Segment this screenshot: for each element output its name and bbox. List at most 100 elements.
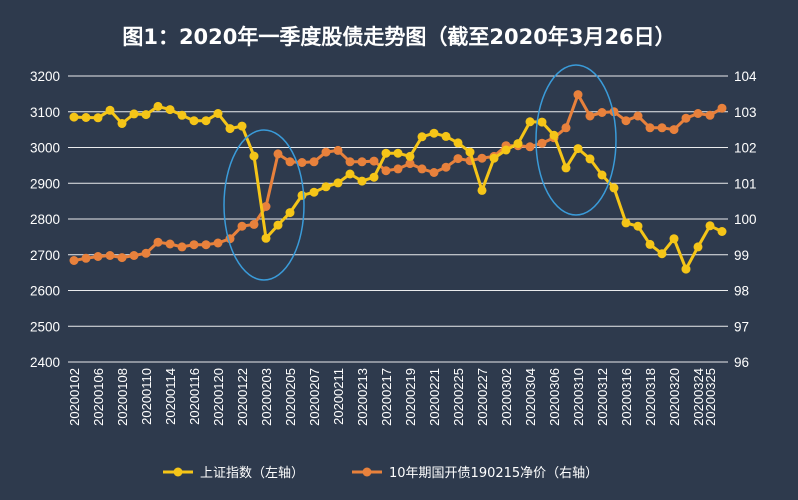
data-point-shanghai (333, 178, 343, 188)
data-point-bond (537, 138, 547, 148)
data-point-bond (645, 123, 655, 133)
x-axis-ticks: 20200102 20200106 20200108 20200110 20200114… (67, 368, 718, 426)
data-point-bond (297, 158, 307, 167)
x-tick-label: 20200106 (91, 368, 106, 426)
data-point-shanghai (129, 109, 139, 119)
data-point-shanghai (369, 172, 379, 182)
data-point-shanghai (417, 132, 427, 142)
data-point-bond (525, 142, 535, 152)
x-tick-label: 20200217 (379, 368, 394, 426)
data-point-shanghai (381, 148, 391, 158)
series-layer (69, 90, 727, 274)
data-point-bond (189, 240, 199, 250)
data-point-bond (117, 253, 127, 263)
x-tick-label: 20200312 (595, 368, 610, 426)
data-point-bond (393, 164, 403, 174)
chart-title: 图1：2020年一季度股债走势图（截至2020年3月26日） (122, 25, 675, 49)
data-point-bond (609, 107, 619, 117)
x-tick-label: 20200306 (547, 368, 562, 426)
highlight-ellipse (535, 64, 617, 216)
right-axis-ticks: 96 97 98 99 100 101 102 103 104 (734, 69, 757, 370)
legend-marker-shanghai (173, 467, 183, 477)
data-point-shanghai (345, 169, 355, 179)
data-point-shanghai (669, 234, 679, 244)
left-tick-label: 2800 (30, 212, 60, 227)
data-point-shanghai (549, 130, 559, 140)
data-point-bond (381, 166, 391, 176)
data-point-shanghai (261, 233, 271, 243)
data-point-shanghai (321, 182, 331, 192)
left-tick-label: 2400 (30, 355, 60, 370)
data-point-shanghai (297, 190, 307, 200)
x-tick-label: 20200114 (163, 368, 178, 425)
x-tick-label: 20200213 (355, 368, 370, 426)
data-point-shanghai (633, 221, 643, 231)
right-tick-label: 102 (734, 141, 757, 156)
highlight-ellipse (223, 129, 305, 281)
data-point-shanghai (429, 128, 439, 138)
x-tick-label: 20200225 (451, 368, 466, 426)
x-tick-label: 20200120 (211, 368, 226, 426)
data-point-bond (417, 164, 427, 174)
data-point-bond (141, 248, 151, 258)
x-tick-label: 20200221 (427, 368, 442, 426)
data-point-bond (261, 202, 271, 211)
left-tick-label: 2600 (30, 284, 60, 299)
data-point-shanghai (465, 147, 475, 157)
data-point-shanghai (285, 208, 295, 218)
data-point-shanghai (657, 249, 667, 259)
data-point-shanghai (273, 220, 283, 230)
x-tick-label: 20200304 (523, 368, 538, 426)
legend-marker-bond (362, 467, 372, 477)
data-point-shanghai (309, 187, 319, 197)
data-point-shanghai (513, 139, 523, 149)
data-point-shanghai (441, 131, 451, 141)
right-tick-label: 104 (734, 69, 757, 84)
right-tick-label: 98 (734, 284, 749, 299)
right-tick-label: 99 (734, 248, 749, 263)
legend-item-bond[interactable]: 10年期国开债190215净价（右轴） (352, 466, 598, 481)
x-tick-label: 20200302 (499, 368, 514, 426)
data-point-shanghai (489, 153, 499, 163)
annotation-layer (223, 64, 617, 281)
x-tick-label: 20200207 (307, 368, 322, 426)
x-tick-label: 20200219 (403, 368, 418, 426)
legend-item-shanghai[interactable]: 上证指数（左轴） (163, 466, 304, 481)
data-point-bond (321, 147, 331, 157)
legend-label-shanghai: 上证指数（左轴） (200, 466, 304, 481)
data-point-bond (441, 162, 451, 172)
data-point-bond (657, 123, 667, 133)
data-point-bond (285, 157, 295, 167)
right-tick-label: 97 (734, 319, 749, 334)
data-point-bond (177, 242, 187, 252)
right-tick-label: 103 (734, 105, 757, 120)
x-tick-label: 20200324 (691, 368, 706, 426)
right-tick-label: 100 (734, 212, 757, 227)
data-point-shanghai (213, 109, 223, 118)
legend-label-bond: 10年期国开债190215净价（右轴） (389, 466, 598, 481)
data-point-shanghai (237, 121, 247, 131)
x-tick-label: 20200116 (187, 368, 202, 425)
data-point-shanghai (153, 101, 163, 111)
left-tick-label: 3200 (30, 69, 60, 84)
data-point-bond (93, 252, 103, 261)
right-tick-label: 101 (734, 176, 757, 191)
x-tick-label: 20200211 (331, 368, 346, 425)
data-point-shanghai (93, 113, 103, 123)
data-point-bond (357, 157, 367, 167)
data-point-shanghai (165, 105, 175, 115)
data-point-bond (693, 109, 703, 118)
data-point-bond (477, 153, 487, 163)
x-tick-label: 20200110 (139, 368, 154, 425)
x-tick-label: 20200122 (235, 368, 250, 426)
x-tick-label: 20200316 (619, 368, 634, 426)
data-point-bond (249, 219, 259, 229)
data-point-bond (717, 103, 727, 113)
x-tick-label: 20200320 (667, 368, 682, 426)
data-point-shanghai (201, 116, 211, 126)
data-point-bond (69, 256, 79, 265)
data-point-shanghai (645, 239, 655, 249)
data-point-bond (81, 253, 91, 263)
data-point-shanghai (597, 170, 607, 180)
